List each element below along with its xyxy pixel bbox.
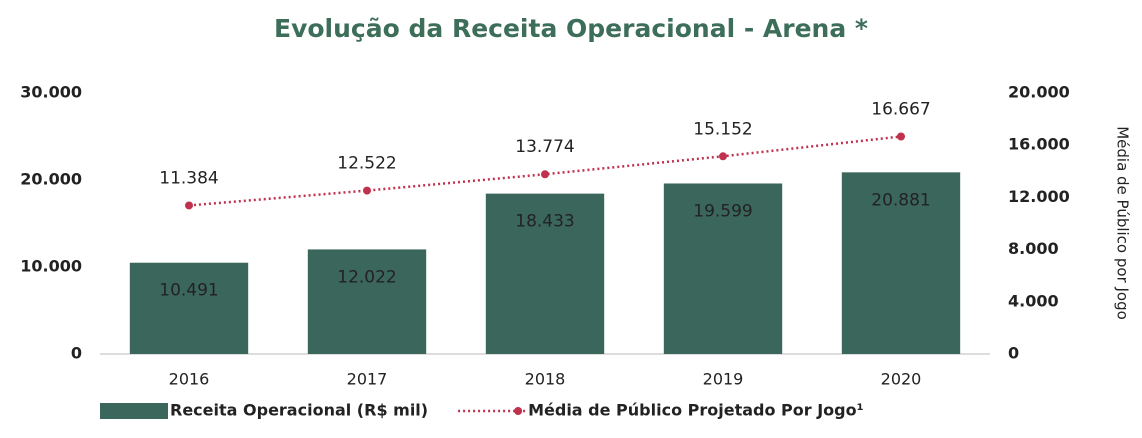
y-tick-label: 30.000 (20, 83, 82, 102)
y2-tick-label: 12.000 (1008, 187, 1070, 206)
line-point (719, 152, 727, 161)
bar (307, 249, 427, 354)
line-value-label: 13.774 (515, 137, 574, 157)
y-tick-label: 10.000 (20, 257, 82, 276)
x-tick-label: 2020 (881, 370, 922, 389)
chart-title: Evolução da Receita Operacional - Arena … (274, 14, 868, 43)
line-value-label: 16.667 (871, 99, 930, 119)
bar (485, 193, 605, 354)
bar-value-label: 10.491 (159, 281, 218, 301)
legend-swatch-dot (514, 407, 523, 415)
line-point (541, 170, 549, 179)
y2-tick-label: 20.000 (1008, 83, 1070, 102)
y2-tick-label: 4.000 (1008, 291, 1059, 310)
x-tick-label: 2017 (347, 370, 388, 389)
line-point (363, 186, 371, 195)
bar (129, 262, 249, 354)
legend-swatch (100, 403, 168, 419)
line-point (185, 201, 193, 210)
bar-value-label: 12.022 (337, 267, 396, 287)
x-tick-label: 2019 (703, 370, 744, 389)
y2-tick-label: 16.000 (1008, 135, 1070, 154)
x-tick-label: 2018 (525, 370, 566, 389)
bar-value-label: 19.599 (693, 201, 752, 221)
x-tick-label: 2016 (169, 370, 210, 389)
legend-label: Receita Operacional (R$ mil) (170, 401, 428, 420)
bar (841, 172, 961, 354)
line-value-label: 12.522 (337, 154, 396, 174)
line-point (897, 132, 905, 141)
y2-tick-label: 0 (1008, 344, 1019, 363)
line-value-label: 11.384 (159, 168, 218, 188)
y2-tick-label: 8.000 (1008, 239, 1059, 258)
y-tick-label: 20.000 (20, 170, 82, 189)
y2-axis-label: Média de Público por Jogo (1114, 126, 1132, 320)
bar-value-label: 18.433 (515, 212, 574, 232)
bar (663, 183, 783, 354)
line (188, 135, 902, 207)
y-tick-label: 0 (71, 344, 82, 363)
bar-value-label: 20.881 (871, 190, 930, 210)
line-value-label: 15.152 (693, 119, 752, 139)
legend-label: Média de Público Projetado Por Jogo¹ (528, 401, 864, 420)
